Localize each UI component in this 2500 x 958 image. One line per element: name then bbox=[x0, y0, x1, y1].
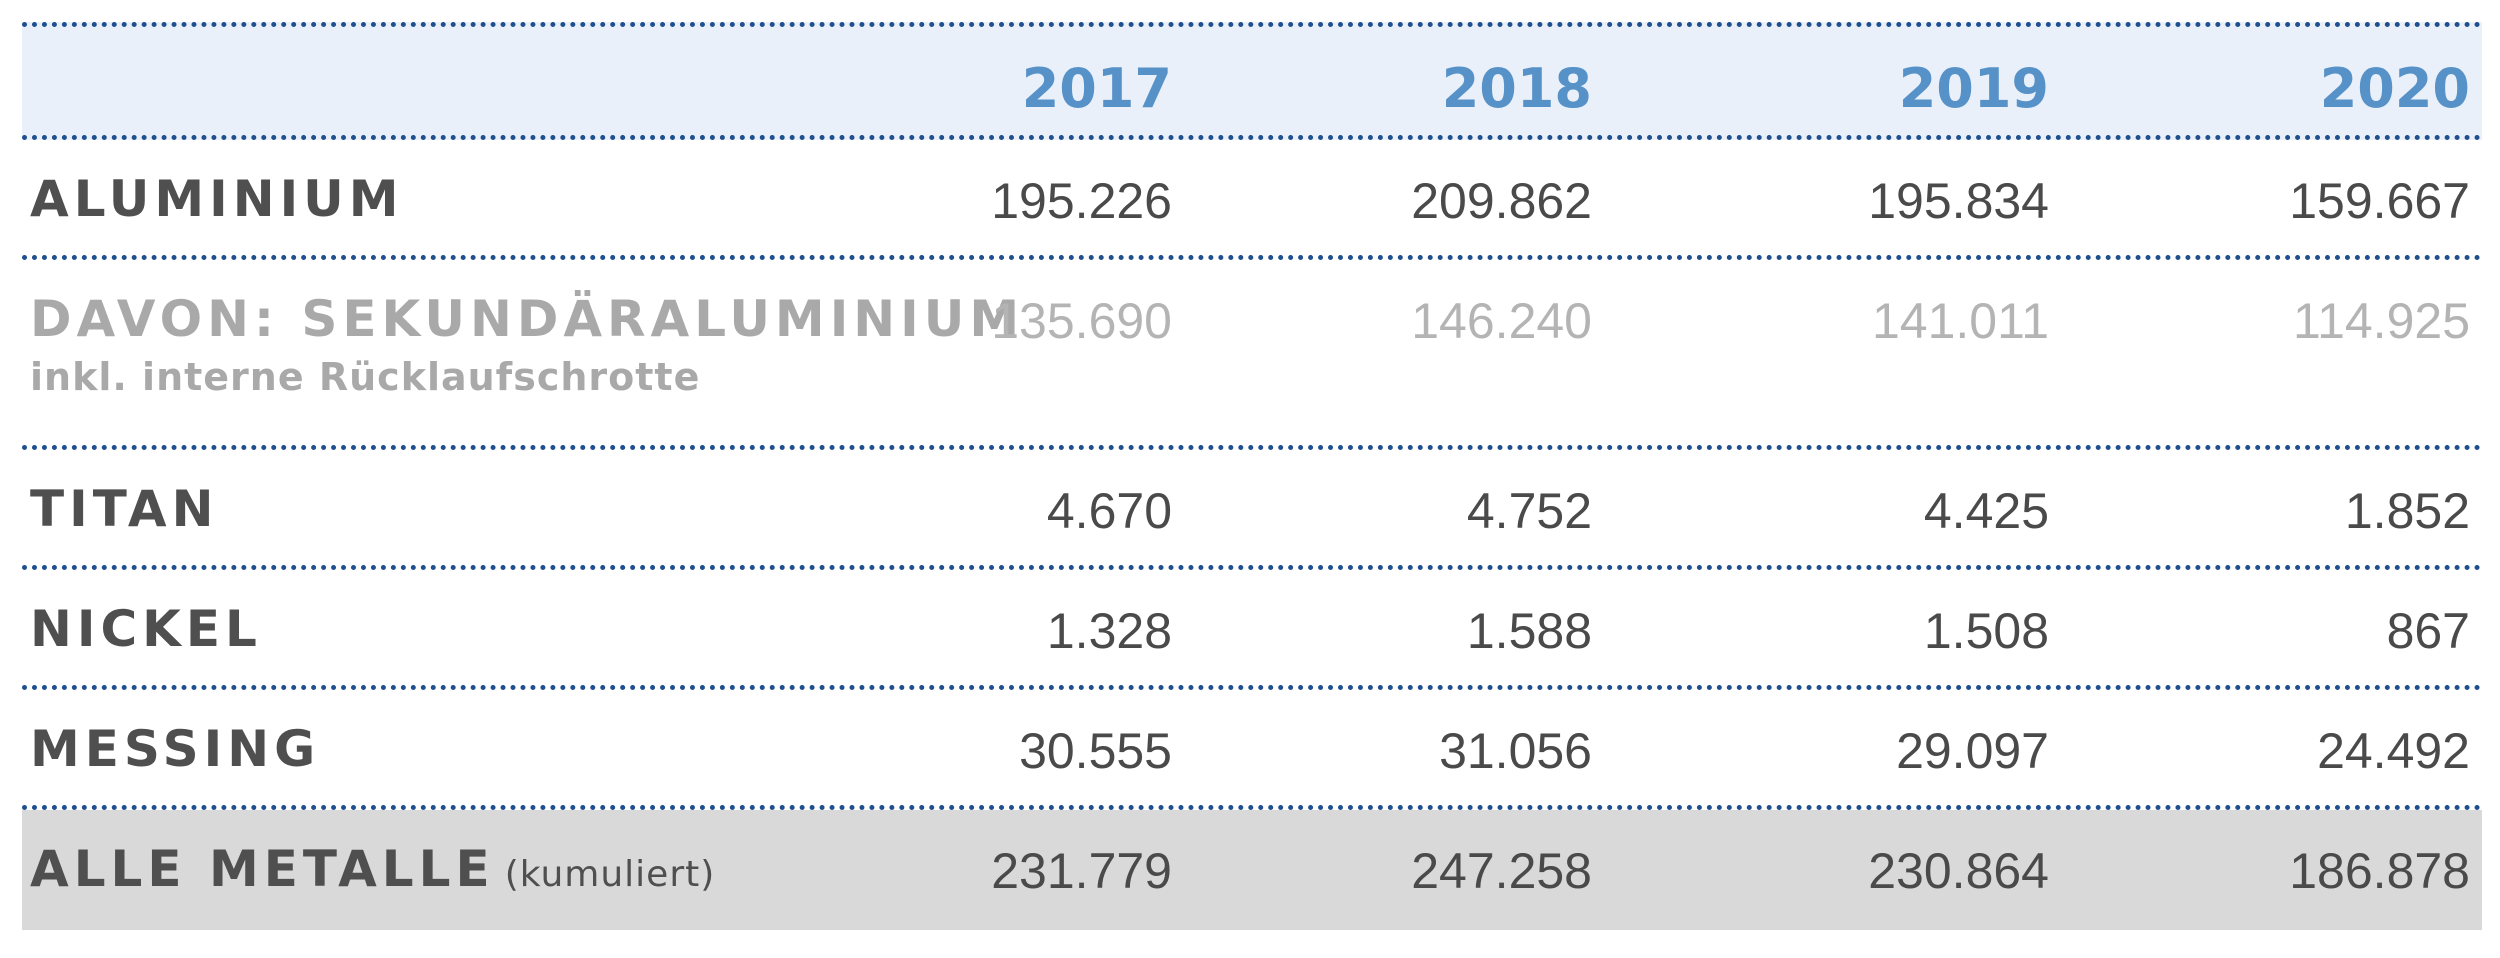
table-header-row: 2017 2018 2019 2020 bbox=[22, 22, 2482, 140]
cell-total-2017: 231.779 bbox=[991, 843, 1172, 899]
cell-aluminium-2019: 195.834 bbox=[1868, 173, 2049, 229]
year-header-2019: 2019 bbox=[1898, 57, 2049, 120]
table-row-messing: MESSING 30.555 31.056 29.097 24.492 bbox=[22, 690, 2482, 810]
total-label-text: ALLE METALLE bbox=[30, 840, 495, 898]
cell-nickel-2020: 867 bbox=[2386, 603, 2470, 659]
row-label-sekundaraluminium: DAVON: SEKUNDÄRALUMINIUM bbox=[30, 290, 1025, 348]
cell-titan-2018: 4.752 bbox=[1466, 483, 1592, 539]
row-sublabel-sekundaraluminium: inkl. interne Rücklaufschrotte bbox=[30, 355, 701, 399]
row-label-total: ALLE METALLE (kumuliert) bbox=[30, 840, 715, 898]
row-label-nickel: NICKEL bbox=[30, 600, 262, 658]
cell-total-2020: 186.878 bbox=[2289, 843, 2470, 899]
metal-data-table: 2017 2018 2019 2020 ALUMINIUM 195.226 20… bbox=[22, 22, 2482, 930]
cell-nickel-2019: 1.508 bbox=[1923, 603, 2049, 659]
row-label-titan: TITAN bbox=[30, 480, 219, 538]
cell-aluminium-2018: 209.862 bbox=[1411, 173, 1592, 229]
cell-sekundaraluminium-2020: 114.925 bbox=[2292, 293, 2470, 349]
table-row-aluminium: ALUMINIUM 195.226 209.862 195.834 159.66… bbox=[22, 140, 2482, 260]
row-label-messing: MESSING bbox=[30, 720, 321, 778]
row-label-aluminium: ALUMINIUM bbox=[30, 170, 404, 228]
total-label-suffix: (kumuliert) bbox=[504, 854, 716, 895]
table-row-titan: TITAN 4.670 4.752 4.425 1.852 bbox=[22, 450, 2482, 570]
cell-sekundaraluminium-2018: 146.240 bbox=[1411, 293, 1592, 349]
cell-titan-2017: 4.670 bbox=[1046, 483, 1172, 539]
table-row-total: ALLE METALLE (kumuliert) 231.779 247.258 … bbox=[22, 810, 2482, 930]
cell-nickel-2017: 1.328 bbox=[1046, 603, 1172, 659]
year-header-2020: 2020 bbox=[2319, 57, 2470, 120]
cell-titan-2019: 4.425 bbox=[1923, 483, 2049, 539]
cell-sekundaraluminium-2019: 141.011 bbox=[1871, 293, 2049, 349]
year-header-2017: 2017 bbox=[1021, 57, 1172, 120]
cell-nickel-2018: 1.588 bbox=[1466, 603, 1592, 659]
cell-aluminium-2020: 159.667 bbox=[2289, 173, 2470, 229]
year-header-2018: 2018 bbox=[1441, 57, 1592, 120]
cell-messing-2019: 29.097 bbox=[1896, 723, 2049, 779]
cell-messing-2020: 24.492 bbox=[2317, 723, 2470, 779]
cell-total-2019: 230.864 bbox=[1868, 843, 2049, 899]
cell-messing-2017: 30.555 bbox=[1019, 723, 1172, 779]
table-row-nickel: NICKEL 1.328 1.588 1.508 867 bbox=[22, 570, 2482, 690]
cell-messing-2018: 31.056 bbox=[1439, 723, 1592, 779]
cell-sekundaraluminium-2017: 135.690 bbox=[991, 293, 1172, 349]
cell-aluminium-2017: 195.226 bbox=[991, 173, 1172, 229]
cell-titan-2020: 1.852 bbox=[2344, 483, 2470, 539]
cell-total-2018: 247.258 bbox=[1411, 843, 1592, 899]
table-row-sekundaraluminium: DAVON: SEKUNDÄRALUMINIUM inkl. interne R… bbox=[22, 260, 2482, 450]
